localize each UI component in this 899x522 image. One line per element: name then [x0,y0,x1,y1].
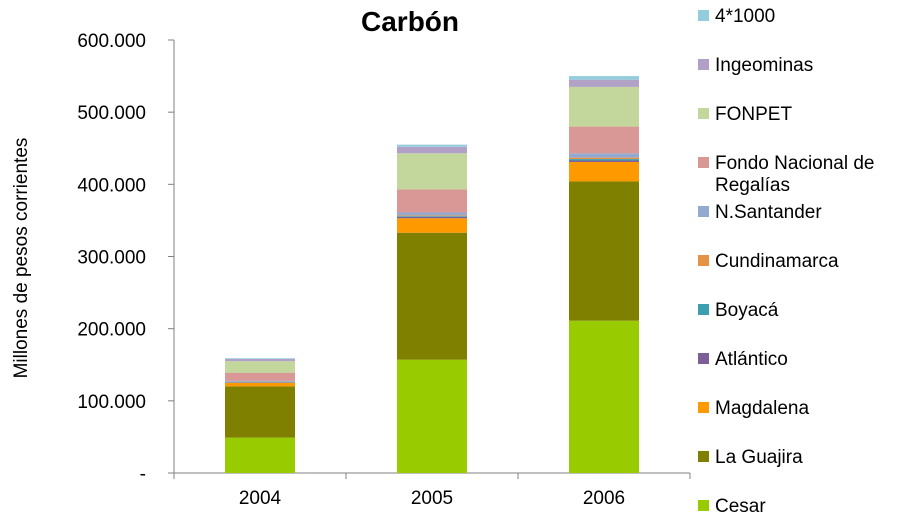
legend-label: Ingeominas [715,55,813,76]
legend-label: Magdalena [715,398,809,419]
x-tick-label: 2006 [583,488,625,509]
legend-item-ingeominas: Ingeominas [698,55,813,76]
legend-label: La Guajira [715,447,803,468]
bar-fondo-nacional-de-regalias-2006 [569,126,639,154]
bar-4-1000-2006 [569,76,639,80]
legend-item-cundinamarca: Cundinamarca [698,251,839,272]
legend-swatch [698,255,709,266]
bar-atlantico-2006 [569,160,639,162]
bar-cesar-2004 [225,437,295,473]
bar-cesar-2006 [569,320,639,473]
legend-item-atlantico: Atlántico [698,349,788,370]
legend-label: FONPET [715,104,792,125]
y-axis-label: Millones de pesos corrientes [11,138,32,379]
bar-cundinamarca-2005 [397,215,467,217]
chart-title: Carbón [361,6,459,37]
legend-label: Fondo Nacional de Regalías [715,153,875,196]
legend: 4*1000 Ingeominas FONPET Fondo Nacional de R… [698,6,875,517]
bar-magdalena-2006 [569,161,639,182]
y-tick-label: - [140,464,146,485]
legend-swatch [698,500,709,511]
legend-label: Cesar [715,496,766,517]
legend-swatch [698,402,709,413]
bar-fondo-nacional-de-regalias-2004 [225,372,295,381]
legend-item-magdalena: Magdalena [698,398,809,419]
legend-item-fonpet: FONPET [698,104,792,125]
legend-item-cesar: Cesar [698,496,766,517]
legend-item-n-santander: N.Santander [698,202,822,223]
legend-swatch [698,206,709,217]
legend-item-4-1000: 4*1000 [698,6,775,27]
bar-ingeominas-2005 [397,146,467,154]
y-tick-label: 400.000 [77,175,146,196]
bar-fonpet-2006 [569,86,639,127]
y-tick-label: 600.000 [77,31,146,52]
legend-swatch [698,157,709,168]
bar-atlantico-2005 [397,216,467,219]
y-tick-label: 300.000 [77,248,146,269]
bar-ingeominas-2006 [569,79,639,87]
bar-n-santander-2006 [569,153,639,158]
legend-swatch [698,451,709,462]
bar-4-1000-2005 [397,144,467,147]
bar-boyaca-2006 [569,159,639,161]
plot-area: - 100.000 200.000 300.000 400.000 500.000 600.… [77,31,691,509]
y-tick-label: 500.000 [77,103,146,124]
legend-swatch [698,353,709,364]
bar-magdalena-2005 [397,218,467,233]
bar-4-1000-2004 [225,358,295,359]
legend-label: Atlántico [715,349,788,370]
bar-cundinamarca-2006 [569,157,639,160]
x-tick-label: 2005 [411,488,453,509]
bar-fonpet-2005 [397,153,467,190]
legend-item-fondo-nacional-de-regalias: Fondo Nacional de Regalías [698,153,875,196]
legend-label: N.Santander [715,202,822,223]
bar-magdalena-2004 [225,382,295,387]
legend-swatch [698,10,709,21]
y-tick-label: 200.000 [77,320,146,341]
legend-label: 4*1000 [715,6,775,27]
y-tick-label: 100.000 [77,392,146,413]
bar-n-santander-2004 [225,380,295,382]
legend-item-boyaca: Boyacá [698,300,779,321]
x-tick-label: 2004 [239,488,282,509]
bar-la-guajira-2005 [397,232,467,360]
bar-boyaca-2005 [397,216,467,217]
legend-swatch [698,59,709,70]
bar-n-santander-2005 [397,212,467,216]
bar-la-guajira-2004 [225,386,295,438]
legend-item-la-guajira: La Guajira [698,447,803,468]
bar-fondo-nacional-de-regalias-2005 [397,189,467,213]
legend-label: Cundinamarca [715,251,839,272]
bar-la-guajira-2006 [569,181,639,321]
legend-label: Boyacá [715,300,779,321]
bar-cesar-2005 [397,359,467,473]
legend-swatch [698,108,709,119]
bar-fonpet-2004 [225,361,295,373]
bar-ingeominas-2004 [225,358,295,362]
legend-swatch [698,304,709,315]
